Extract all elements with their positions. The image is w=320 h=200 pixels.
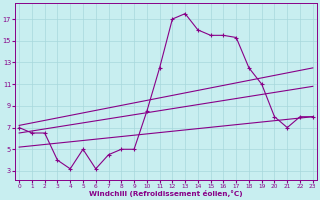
- X-axis label: Windchill (Refroidissement éolien,°C): Windchill (Refroidissement éolien,°C): [89, 190, 243, 197]
